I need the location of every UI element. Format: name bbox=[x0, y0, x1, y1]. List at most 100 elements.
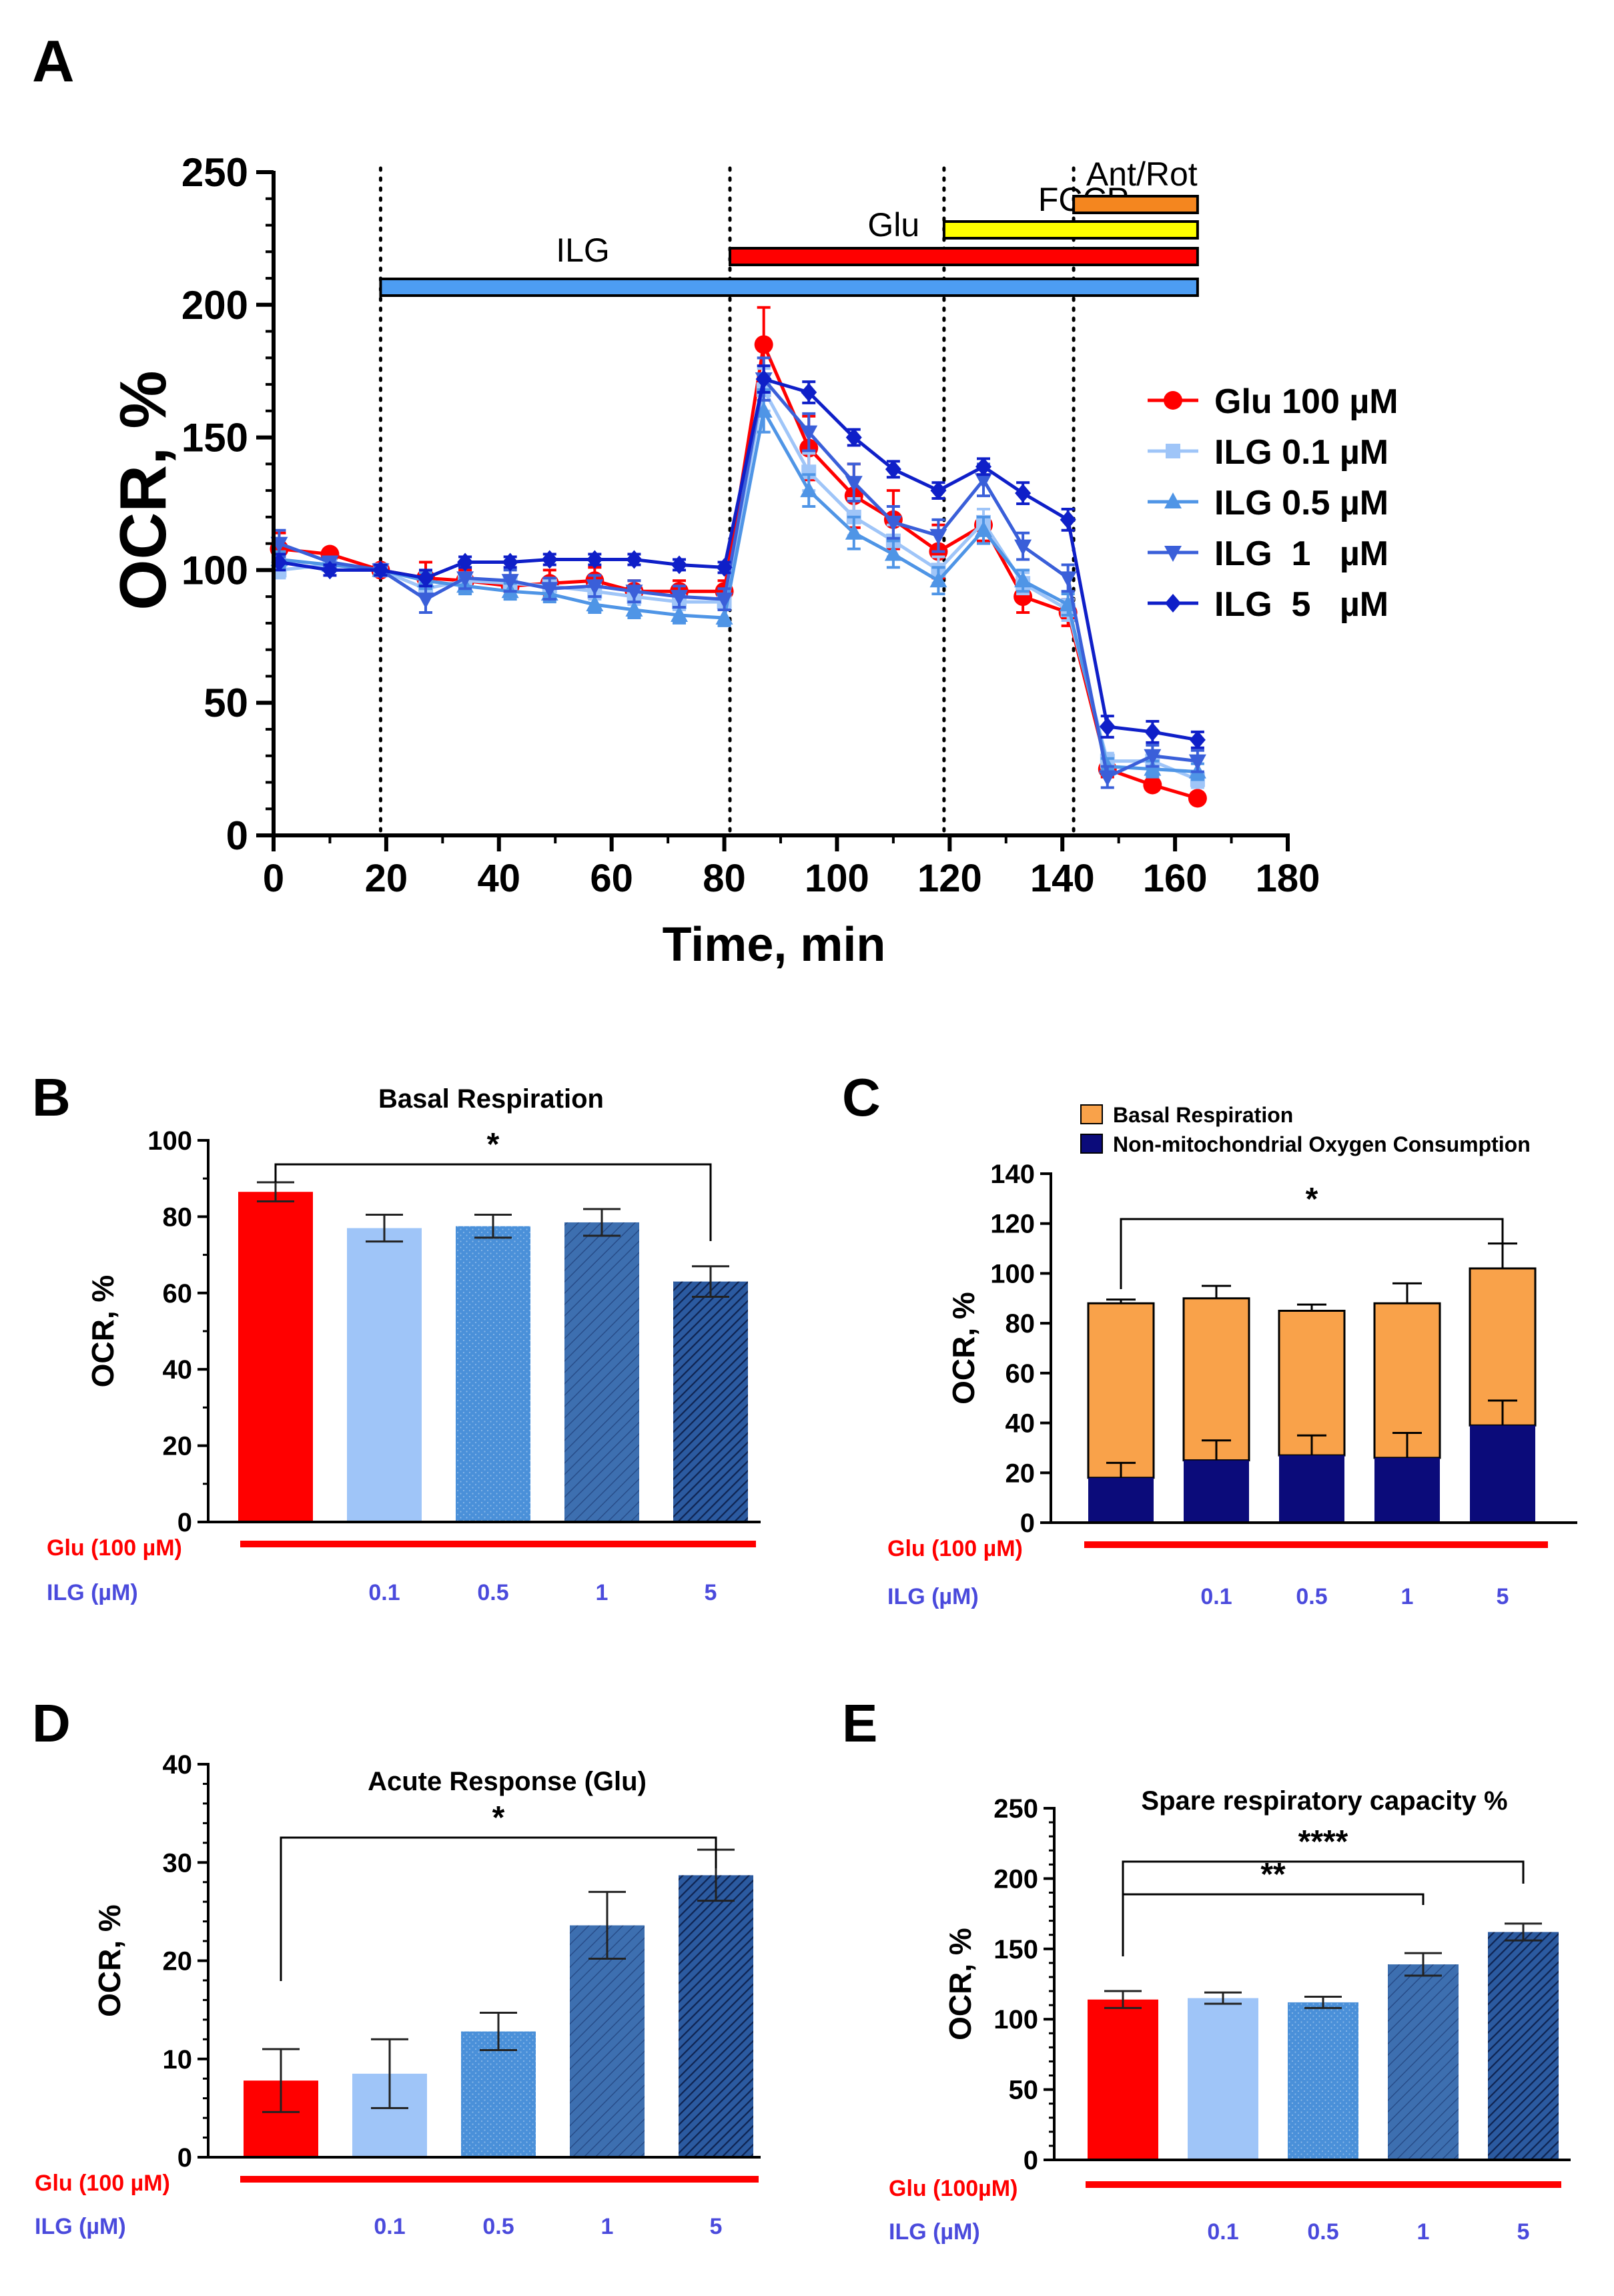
panel-b-basal-respiration: Basal Respiration * 0 20 40 60 80 100 OCR, % Glu … bbox=[47, 1084, 761, 1605]
ilg-concentration-label: 1 bbox=[596, 1580, 609, 1605]
bar-basal bbox=[1278, 1309, 1346, 1457]
y-tick-label: 20 bbox=[163, 1432, 193, 1461]
treatment-bar-ilg bbox=[379, 278, 1199, 297]
bar-pattern bbox=[456, 1226, 530, 1522]
series-line bbox=[279, 409, 1198, 774]
ilg-concentration-label: 0.1 bbox=[1207, 2219, 1238, 2245]
data-point bbox=[716, 558, 733, 577]
ilg-label: ILG (µM) bbox=[47, 1580, 138, 1605]
panel-c-stacked-respiration: Basal Respiration Non-mitochondrial Oxyge… bbox=[887, 1103, 1577, 1609]
data-point bbox=[671, 555, 687, 575]
chart-title: Spare respiratory capacity % bbox=[1141, 1786, 1507, 1816]
y-tick-label: 0 bbox=[1020, 1509, 1035, 1538]
bar-basal bbox=[1087, 1302, 1155, 1479]
y-tick-label: 100 bbox=[147, 1126, 192, 1156]
y-tick-label: 50 bbox=[1009, 2076, 1039, 2105]
x-tick-label: 60 bbox=[590, 857, 633, 900]
bar-pattern bbox=[564, 1222, 639, 1522]
y-axis-label: OCR, % bbox=[946, 1292, 981, 1405]
data-point bbox=[1188, 789, 1207, 808]
legend-swatch bbox=[1080, 1134, 1103, 1154]
data-point bbox=[586, 595, 604, 612]
data-point bbox=[975, 457, 991, 476]
ilg-concentration-label: 0.5 bbox=[1307, 2219, 1338, 2245]
bar-pattern bbox=[1388, 1964, 1459, 2160]
treatment-bar-antrot bbox=[1072, 195, 1199, 214]
data-point bbox=[845, 476, 863, 492]
ilg-concentration-label: 0.1 bbox=[1200, 1584, 1232, 1609]
data-point bbox=[800, 425, 818, 442]
y-tick-label: 100 bbox=[181, 548, 248, 593]
bar-pattern bbox=[673, 1281, 748, 1522]
data-point bbox=[1164, 391, 1182, 410]
data-point bbox=[626, 550, 643, 569]
y-tick-label: 50 bbox=[204, 681, 248, 725]
legend-label: Non-mitochondrial Oxygen Consumption bbox=[1113, 1132, 1531, 1156]
ilg-concentration-label: 0.5 bbox=[482, 2214, 514, 2239]
ilg-concentration-label: 0.5 bbox=[1296, 1584, 1327, 1609]
legend-label: ILG 5 µM bbox=[1214, 585, 1388, 624]
glu-label: Glu (100µM) bbox=[889, 2176, 1018, 2201]
panel-a-axes: 0 50 100 150 200 250 0 20 40 60 80 100 120 140 160 180 T… bbox=[106, 150, 1320, 972]
x-tick-label: 40 bbox=[478, 857, 521, 900]
data-point bbox=[845, 523, 863, 540]
y-tick-label: 140 bbox=[990, 1160, 1035, 1189]
significance-label: * bbox=[492, 1800, 505, 1836]
y-tick-label: 150 bbox=[993, 1935, 1038, 1964]
data-point bbox=[930, 481, 947, 500]
y-axis-label: OCR, % bbox=[106, 370, 179, 610]
data-point bbox=[1015, 484, 1032, 503]
y-tick-label: 40 bbox=[163, 1355, 193, 1385]
significance-label: **** bbox=[1298, 1824, 1348, 1860]
data-point bbox=[1189, 730, 1206, 749]
y-axis-label: OCR, % bbox=[943, 1928, 977, 2040]
glu-label: Glu (100 µM) bbox=[35, 2171, 170, 2196]
ilg-label: ILG (µM) bbox=[889, 2219, 980, 2245]
bar bbox=[347, 1228, 422, 1522]
glu-treatment-line bbox=[1084, 1541, 1548, 1548]
y-axis-label: OCR, % bbox=[85, 1275, 120, 1388]
y-tick-label: 200 bbox=[181, 283, 248, 328]
significance-bracket bbox=[274, 1163, 712, 1241]
treatment-label: Glu bbox=[867, 206, 919, 244]
bar bbox=[238, 1192, 313, 1522]
x-tick-label: 0 bbox=[263, 857, 284, 900]
data-point bbox=[1099, 717, 1116, 736]
bar-nonmito bbox=[1279, 1455, 1344, 1523]
data-point bbox=[1188, 754, 1206, 771]
legend-label: ILG 0.5 µM bbox=[1214, 484, 1388, 522]
data-point bbox=[322, 560, 338, 580]
data-point bbox=[501, 574, 519, 591]
panel-label-e: E bbox=[842, 1693, 877, 1753]
series-line bbox=[278, 377, 1198, 779]
x-tick-label: 120 bbox=[917, 857, 982, 900]
ilg-concentration-label: 0.1 bbox=[368, 1580, 400, 1605]
glu-treatment-line bbox=[240, 1541, 756, 1547]
data-point bbox=[755, 370, 772, 389]
y-tick-label: 10 bbox=[163, 2045, 193, 2074]
data-point bbox=[755, 401, 773, 418]
treatment-bar-glu bbox=[729, 247, 1199, 266]
treatment-label: ILG bbox=[556, 232, 610, 269]
data-point bbox=[456, 571, 474, 588]
y-tick-label: 60 bbox=[163, 1279, 193, 1308]
data-point bbox=[1143, 775, 1162, 795]
line-series bbox=[270, 306, 1207, 808]
ilg-concentration-label: 0.5 bbox=[477, 1580, 508, 1605]
ilg-label: ILG (µM) bbox=[35, 2214, 126, 2239]
series-4 bbox=[271, 364, 1206, 749]
panel-e-spare-capacity: Spare respiratory capacity %******050100… bbox=[889, 1786, 1571, 2245]
data-point bbox=[372, 560, 389, 580]
data-point bbox=[975, 473, 992, 490]
glu-treatment-line bbox=[1086, 2181, 1561, 2188]
bar-nonmito bbox=[1374, 1457, 1440, 1523]
y-tick-label: 20 bbox=[163, 1947, 193, 1976]
panel-label-d: D bbox=[32, 1693, 71, 1753]
data-point bbox=[929, 571, 947, 588]
bar-basal bbox=[1182, 1297, 1250, 1462]
significance-label: ** bbox=[1260, 1857, 1286, 1892]
data-point bbox=[1164, 546, 1182, 562]
data-point bbox=[671, 590, 688, 607]
data-point bbox=[541, 550, 558, 569]
y-tick-label: 250 bbox=[181, 150, 248, 195]
